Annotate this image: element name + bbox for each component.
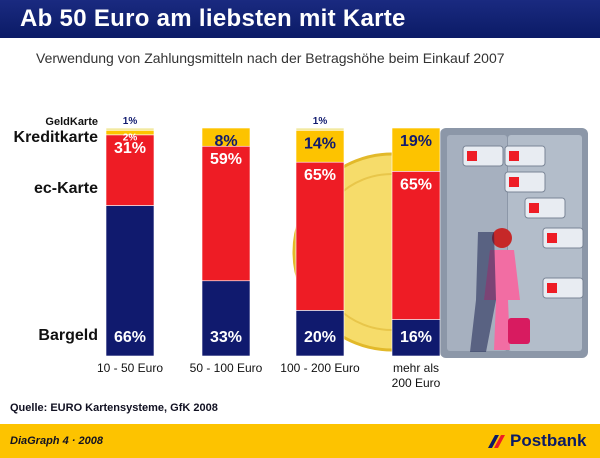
data-label-bargeld: 33% — [210, 329, 242, 346]
postbank-logo: Postbank — [486, 430, 596, 452]
ec-card-icon-2-mark — [547, 233, 557, 243]
footer-bar: DiaGraph 4 · 2008 Postbank — [0, 424, 600, 458]
page-title: Ab 50 Euro am liebsten mit Karte — [20, 5, 406, 32]
category-label: 200 Euro — [392, 376, 441, 390]
series-label-bargeld: Bargeld — [38, 327, 98, 344]
bar-segment-kredit — [201, 127, 251, 147]
bar-segment-bargeld — [105, 205, 155, 357]
handbag-illustration — [508, 318, 530, 344]
bar-segment-bargeld — [391, 319, 441, 357]
source-note: Quelle: EURO Kartensysteme, GfK 2008 — [10, 402, 218, 414]
data-label-kredit: 2% — [123, 132, 138, 143]
series-label-geld: GeldKarte — [45, 116, 98, 128]
chart-subtitle: Verwendung von Zahlungsmitteln nach der … — [36, 50, 505, 66]
bar-segment-bargeld — [201, 280, 251, 357]
data-label-kredit: 14% — [304, 135, 336, 152]
data-label-bargeld: 16% — [400, 329, 432, 346]
data-label-geld: 1% — [313, 116, 328, 127]
cash-card-icon-mark — [529, 203, 539, 213]
bar-segment-ec — [295, 161, 345, 311]
bar-segment-ec — [391, 171, 441, 320]
woman-shadow-illustration — [470, 232, 496, 352]
data-label-geld: 1% — [123, 116, 138, 127]
footer-brand: Postbank — [510, 431, 587, 450]
data-label-ec: 59% — [210, 151, 242, 168]
bar-segment-geld — [105, 127, 155, 131]
bar-segment-geld — [295, 127, 345, 131]
data-label-kredit: 8% — [214, 133, 237, 150]
series-label-ec: ec-Karte — [34, 180, 98, 197]
bar-segment-ec — [105, 134, 155, 206]
footer-diagraph: DiaGraph 4 · 2008 — [10, 435, 103, 447]
mastercard-icon-mark — [509, 151, 519, 161]
category-label: 50 - 100 Euro — [190, 361, 263, 375]
woman-head-illustration — [492, 228, 512, 248]
eurocard-icon-mark — [509, 177, 519, 187]
data-label-kredit: 19% — [400, 133, 432, 150]
data-label-ec: 65% — [400, 176, 432, 193]
bar-segment-ec — [201, 145, 251, 282]
ec-card-icon-3-mark — [547, 283, 557, 293]
data-label-ec: 65% — [304, 167, 336, 184]
data-label-ec: 31% — [114, 140, 146, 157]
bar-segment-kredit — [391, 127, 441, 172]
ec-card-icon-mark — [467, 151, 477, 161]
data-label-bargeld: 20% — [304, 329, 336, 346]
data-label-bargeld: 66% — [114, 329, 146, 346]
header-bar: Ab 50 Euro am liebsten mit Karte — [0, 0, 600, 38]
category-label: mehr als — [393, 361, 439, 375]
postbank-mark-icon — [488, 435, 505, 448]
category-label: 10 - 50 Euro — [97, 361, 163, 375]
series-label-kredit: Kreditkarte — [14, 129, 99, 146]
category-label: 100 - 200 Euro — [280, 361, 360, 375]
